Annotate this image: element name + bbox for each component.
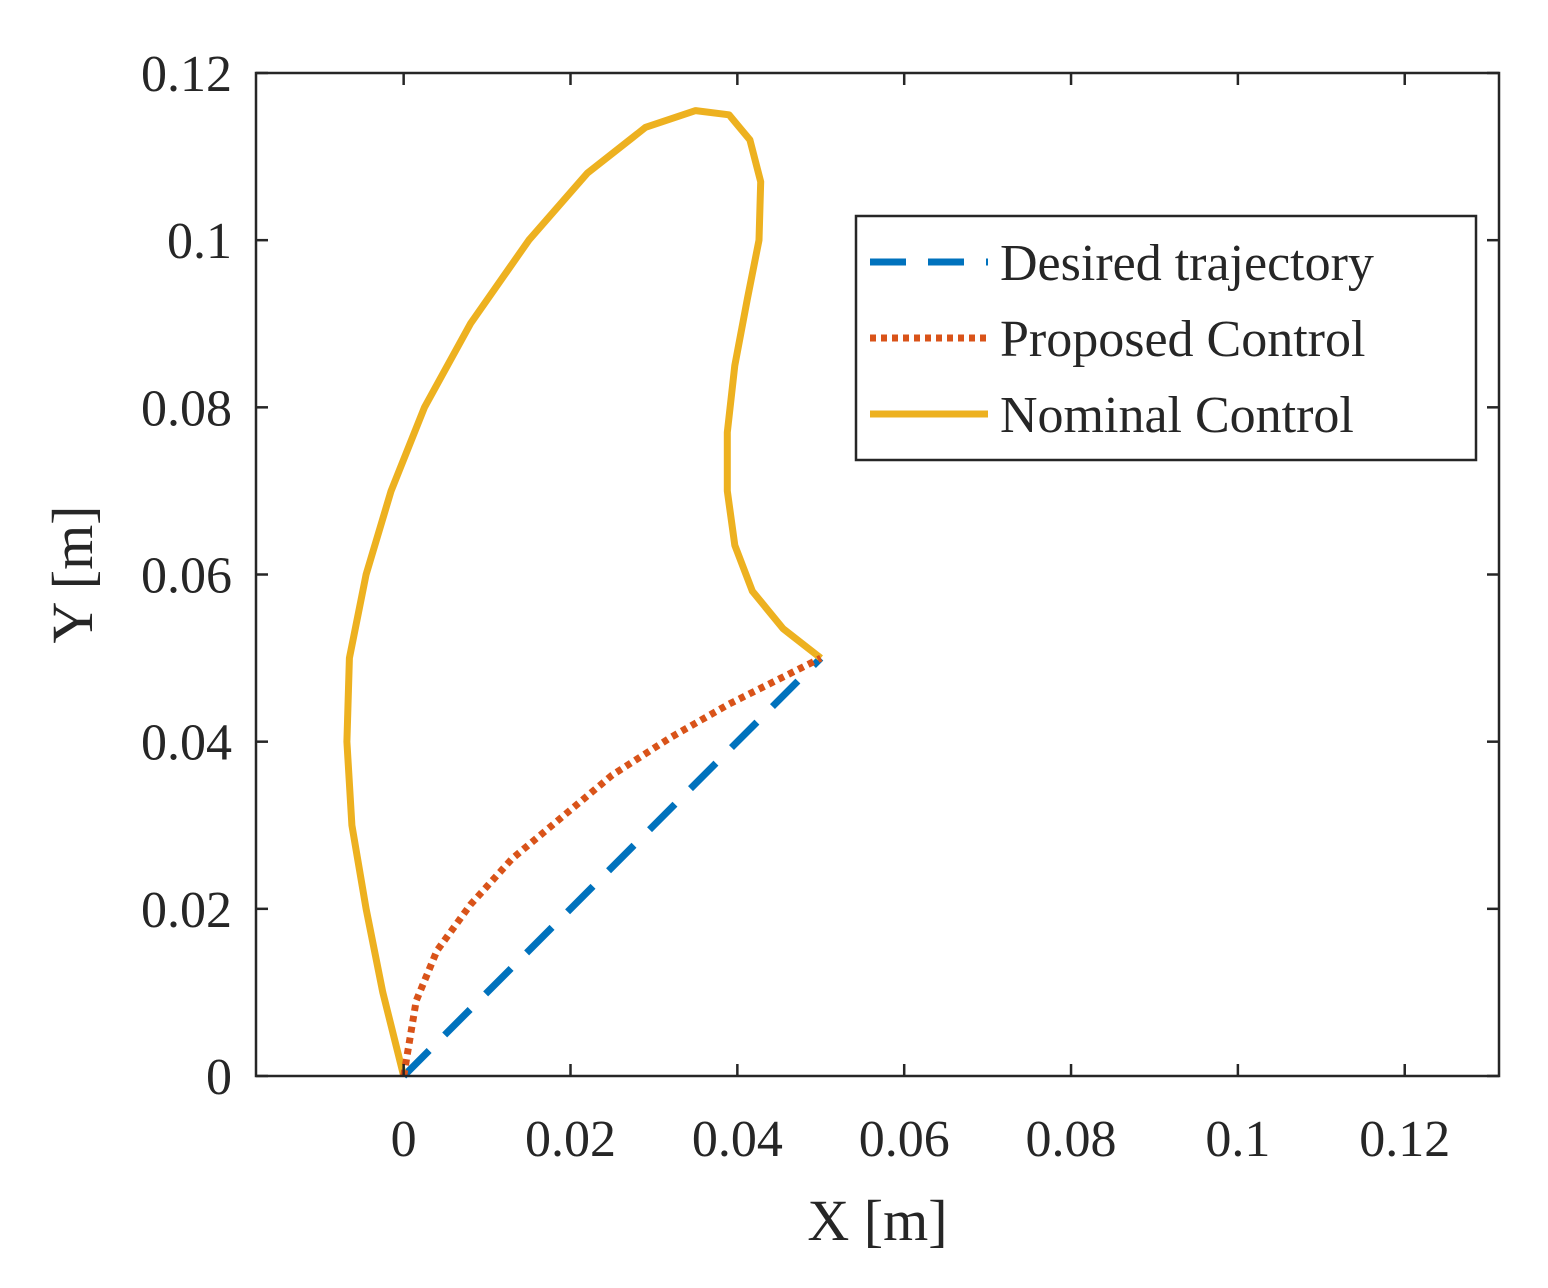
series-line-nominal-control <box>343 107 823 1077</box>
x-tick-label: 0.1 <box>1205 1111 1270 1168</box>
y-tick-label: 0.06 <box>141 548 232 605</box>
legend-label: Proposed Control <box>1000 311 1365 368</box>
y-tick-label: 0.04 <box>141 715 232 772</box>
y-tick-label: 0 <box>206 1049 232 1106</box>
y-axis-label: Y [m] <box>40 506 105 644</box>
y-tick-label: 0.08 <box>141 380 232 437</box>
series-line-proposed-control <box>400 654 823 1077</box>
series-layer <box>343 107 824 1079</box>
x-tick-label: 0.04 <box>692 1111 783 1168</box>
legend-label: Nominal Control <box>1000 387 1354 444</box>
y-tick-label: 0.02 <box>141 882 232 939</box>
y-tick-label: 0.12 <box>141 46 232 103</box>
x-axis-label: X [m] <box>807 1188 947 1253</box>
y-tick-label: 0.1 <box>167 213 232 270</box>
series-line-desired-trajectory <box>401 655 824 1079</box>
x-tick-label: 0.02 <box>525 1111 616 1168</box>
x-tick-label: 0 <box>391 1111 417 1168</box>
x-tick-label: 0.12 <box>1359 1111 1450 1168</box>
x-tick-label: 0.08 <box>1026 1111 1117 1168</box>
ticks-layer: 0 0.02 0.04 0.06 0.08 0.1 0.12 0 0.02 0.04 0.06 0.0… <box>141 46 1499 1168</box>
legend: Desired trajectory Proposed Control Nomina… <box>854 214 1478 462</box>
legend-label: Desired trajectory <box>1000 235 1374 292</box>
x-tick-label: 0.06 <box>859 1111 950 1168</box>
